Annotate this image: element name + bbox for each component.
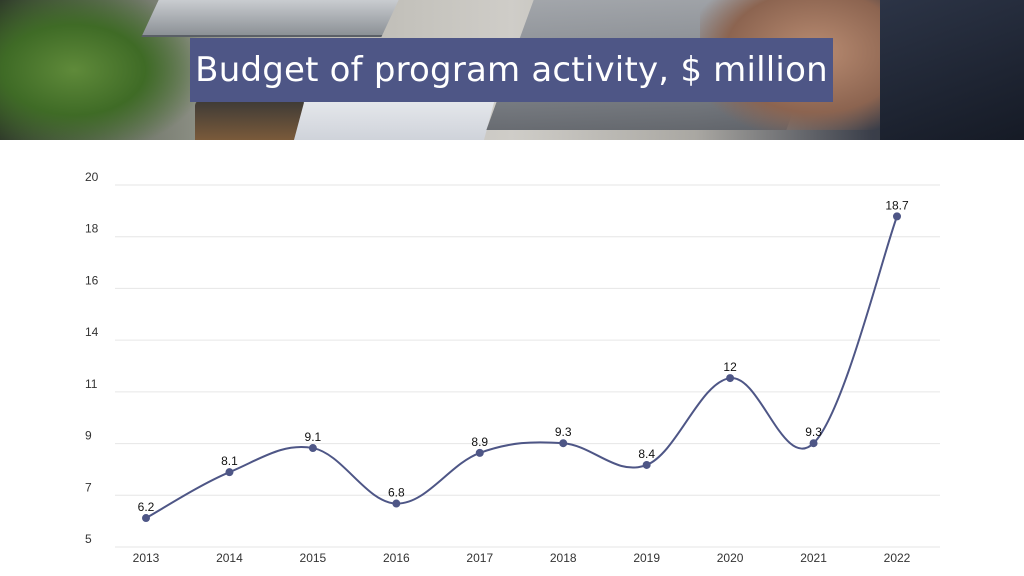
y-tick-label: 5 — [85, 532, 92, 546]
x-tick-label: 2019 — [633, 551, 660, 565]
laptop-decoration — [141, 0, 399, 37]
header-banner-image: Budget of program activity, $ million — [0, 0, 1024, 140]
x-tick-label: 2022 — [884, 551, 911, 565]
data-label: 8.9 — [471, 435, 488, 449]
x-tick-label: 2020 — [717, 551, 744, 565]
y-tick-label: 9 — [85, 429, 92, 443]
data-point — [142, 514, 150, 523]
data-point — [893, 212, 901, 221]
x-tick-label: 2014 — [216, 551, 243, 565]
data-point — [559, 439, 568, 448]
data-point — [726, 374, 735, 383]
data-label: 9.1 — [305, 430, 322, 444]
y-tick-label: 18 — [85, 222, 99, 236]
title-box: Budget of program activity, $ million — [190, 38, 833, 102]
line-chart: 20 18 16 14 11 9 7 5 2013 2014 2015 2016 2017 2018 201… — [0, 140, 1024, 576]
x-tick-label: 2018 — [550, 551, 577, 565]
cup-decoration — [195, 100, 305, 140]
x-tick-label: 2017 — [466, 551, 493, 565]
y-tick-label: 11 — [85, 377, 98, 391]
data-point — [225, 468, 234, 477]
y-tick-label: 20 — [85, 170, 99, 184]
data-label: 8.1 — [221, 454, 238, 468]
x-tick-label: 2021 — [800, 551, 827, 565]
y-tick-label: 16 — [85, 273, 99, 287]
data-label: 6.2 — [138, 500, 155, 514]
data-label: 9.3 — [805, 425, 822, 439]
data-point — [642, 460, 651, 469]
series-line — [145, 216, 898, 519]
data-label: 18.7 — [885, 198, 909, 212]
chart-title: Budget of program activity, $ million — [195, 50, 828, 90]
y-tick-label: 7 — [85, 480, 92, 494]
x-tick-label: 2013 — [133, 551, 160, 565]
data-point — [308, 444, 317, 453]
data-label: 9.3 — [555, 425, 572, 439]
y-tick-label: 14 — [85, 325, 99, 339]
sleeve-decoration — [880, 0, 1024, 140]
x-tick-label: 2015 — [300, 551, 327, 565]
data-label: 8.4 — [638, 447, 655, 461]
data-point — [809, 439, 818, 448]
data-point — [475, 448, 484, 457]
data-label: 12 — [723, 360, 737, 374]
x-tick-label: 2016 — [383, 551, 410, 565]
data-point — [392, 499, 401, 508]
data-label: 6.8 — [388, 486, 405, 500]
